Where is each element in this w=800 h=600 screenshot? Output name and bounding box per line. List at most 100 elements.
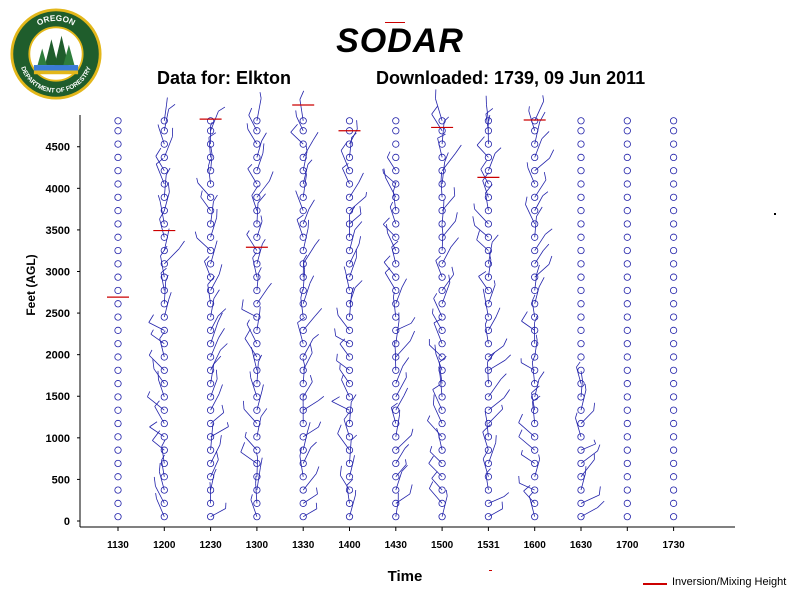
range-gate-marker <box>345 140 354 148</box>
wind-barb-staff <box>148 322 165 331</box>
range-gate-marker <box>253 260 261 268</box>
wind-barb-flag <box>168 103 176 110</box>
wind-barb-staff <box>395 414 400 437</box>
range-gate-marker <box>577 499 585 507</box>
wind-barb-staff <box>441 195 456 211</box>
wind-barb-staff <box>349 229 356 251</box>
range-gate-marker <box>160 353 168 361</box>
range-gate-marker <box>207 419 215 428</box>
wind-barb-staff <box>441 274 454 291</box>
range-gate-marker <box>392 300 400 308</box>
wind-barb-flag <box>150 329 154 335</box>
wind-barb-flag <box>455 212 458 222</box>
range-gate-marker <box>392 117 400 125</box>
range-gate-marker <box>114 393 122 401</box>
range-gate-marker <box>392 406 400 414</box>
wind-barb-flag <box>200 190 203 198</box>
wind-barb-staff <box>580 450 598 464</box>
range-gate-marker <box>392 273 400 281</box>
wind-barb-flag <box>334 328 337 337</box>
range-gate-marker <box>623 286 631 295</box>
wind-barb-staff <box>164 248 180 265</box>
x-tick-label: 1130 <box>107 540 129 551</box>
range-gate-marker <box>669 446 678 454</box>
wind-barb-staff <box>158 379 165 398</box>
wind-barb-staff <box>340 150 350 171</box>
wind-barb-flag <box>153 476 156 487</box>
wind-barb-flag <box>476 230 480 240</box>
range-gate-marker <box>438 340 446 348</box>
wind-barb-flag <box>482 424 491 433</box>
wind-barb-flag <box>485 468 491 475</box>
x-tick-label: 1430 <box>385 540 408 551</box>
wind-barb-staff <box>488 153 496 171</box>
range-gate-marker <box>253 406 261 414</box>
range-gate-marker <box>392 326 400 334</box>
wind-barb-staff <box>534 273 538 291</box>
range-gate-marker <box>484 326 492 334</box>
wind-barb-staff <box>476 144 489 158</box>
wind-barb-flag <box>476 136 485 146</box>
wind-barb-flag <box>518 429 523 437</box>
wind-barb-flag <box>215 240 218 245</box>
wind-barb-flag <box>549 149 555 159</box>
wind-barb-flag <box>309 275 315 284</box>
wind-barb-staff <box>486 420 489 437</box>
range-gate-marker <box>623 459 631 468</box>
wind-barb-flag <box>541 131 550 140</box>
wind-barb-staff <box>429 344 443 358</box>
range-gate-marker <box>207 513 215 521</box>
wind-barb-staff <box>387 232 397 251</box>
x-tick-label: 1330 <box>292 540 315 551</box>
range-gate-marker <box>207 273 215 281</box>
wind-barb-staff <box>147 396 165 411</box>
range-gate-marker <box>392 380 400 388</box>
wind-barb-staff <box>349 243 360 265</box>
wind-barb-staff <box>441 495 448 517</box>
range-gate-marker <box>484 340 492 348</box>
range-gate-marker <box>669 140 678 148</box>
wind-barb-flag <box>218 106 226 112</box>
wind-barb-staff <box>302 208 310 225</box>
range-gate-marker <box>160 340 168 348</box>
wind-barb-flag <box>448 274 451 283</box>
wind-barb-flag <box>386 151 391 158</box>
wind-barb-staff <box>349 494 356 517</box>
wind-barb-flag <box>218 384 223 395</box>
wind-barb-flag <box>538 277 545 288</box>
range-gate-marker <box>577 326 585 334</box>
range-gate-marker <box>207 340 215 348</box>
wind-barb-staff <box>435 260 443 278</box>
wind-barb-flag <box>246 230 250 235</box>
wind-barb-flag <box>391 240 399 248</box>
range-gate-marker <box>669 499 678 507</box>
wind-barb-staff <box>302 140 314 158</box>
range-gate-marker <box>299 326 307 334</box>
range-gate-marker <box>253 273 261 281</box>
wind-barb-flag <box>166 97 168 105</box>
range-gate-marker <box>207 127 215 135</box>
range-gate-marker <box>669 180 678 188</box>
range-gate-marker <box>345 406 354 414</box>
wind-barb-flag <box>491 234 499 243</box>
wind-barb-flag <box>575 412 578 419</box>
wind-barb-staff <box>339 475 350 491</box>
x-tick-label: 1700 <box>616 540 639 551</box>
wind-barb-staff <box>210 321 219 344</box>
wind-barb-staff <box>210 154 213 171</box>
wind-barb-staff <box>531 301 536 318</box>
wind-barb-staff <box>241 308 258 318</box>
range-gate-marker <box>207 193 215 201</box>
range-gate-marker <box>623 260 631 268</box>
wind-barb-staff <box>480 169 489 185</box>
range-gate-marker <box>160 167 168 175</box>
wind-barb-staff <box>580 410 594 424</box>
range-gate-marker <box>114 486 122 494</box>
wind-barb-flag <box>259 92 262 99</box>
wind-barb-staff <box>302 493 318 504</box>
range-gate-marker <box>623 233 631 241</box>
range-gate-marker <box>623 117 631 125</box>
range-gate-marker <box>484 419 492 428</box>
range-gate-marker <box>299 340 307 348</box>
wind-barb-staff <box>427 420 443 438</box>
